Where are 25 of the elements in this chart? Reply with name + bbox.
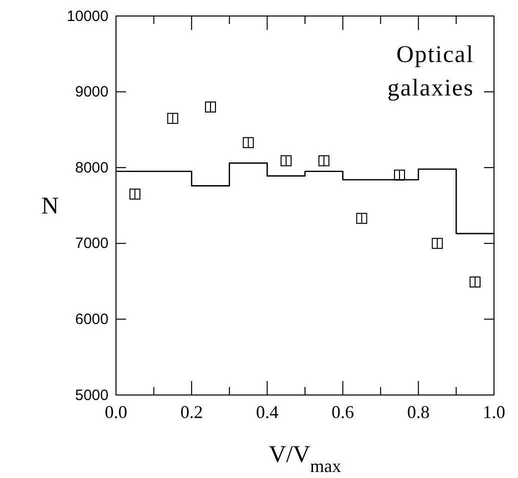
point [280,155,292,166]
y-tick-label: 6000 [75,311,108,328]
x-tick-label: 0.6 [332,402,354,422]
x-axis-title: V/V$_{max}$ [268,442,342,476]
x-tick-label: 1.0 [482,402,506,422]
point [242,137,254,148]
point [167,112,178,124]
point [470,276,481,288]
point [394,170,405,181]
x-tick-label: 0.0 [104,402,128,422]
annotation: Optical galaxies [387,42,474,102]
point [356,212,368,224]
point [129,188,140,200]
x-tick-label: 0.2 [180,402,203,422]
y-tick-label: 5000 [75,386,108,404]
x-tick-label: 0.8 [407,402,430,422]
y-tick-label: 10000 [66,8,108,25]
y-tick-label: 9000 [75,84,108,101]
y-tick-label: 7000 [75,235,108,252]
y-axis-title: N [41,194,59,220]
point [432,238,443,249]
point [318,155,330,166]
y-tick-label: 8000 [75,159,108,176]
x-tick-label: 0.4 [256,402,278,422]
point [205,101,216,112]
